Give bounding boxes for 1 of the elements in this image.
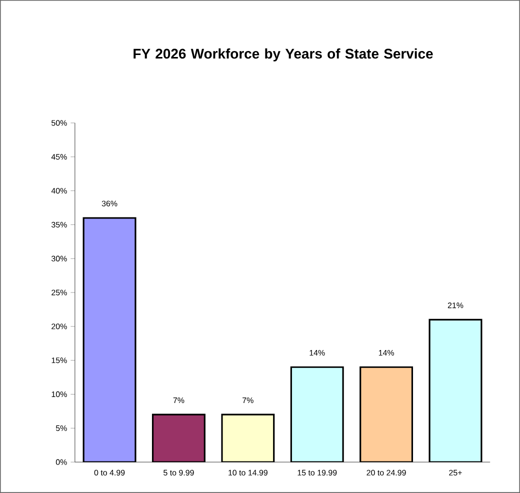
chart-title: FY 2026 Workforce by Years of State Service — [134, 48, 433, 62]
